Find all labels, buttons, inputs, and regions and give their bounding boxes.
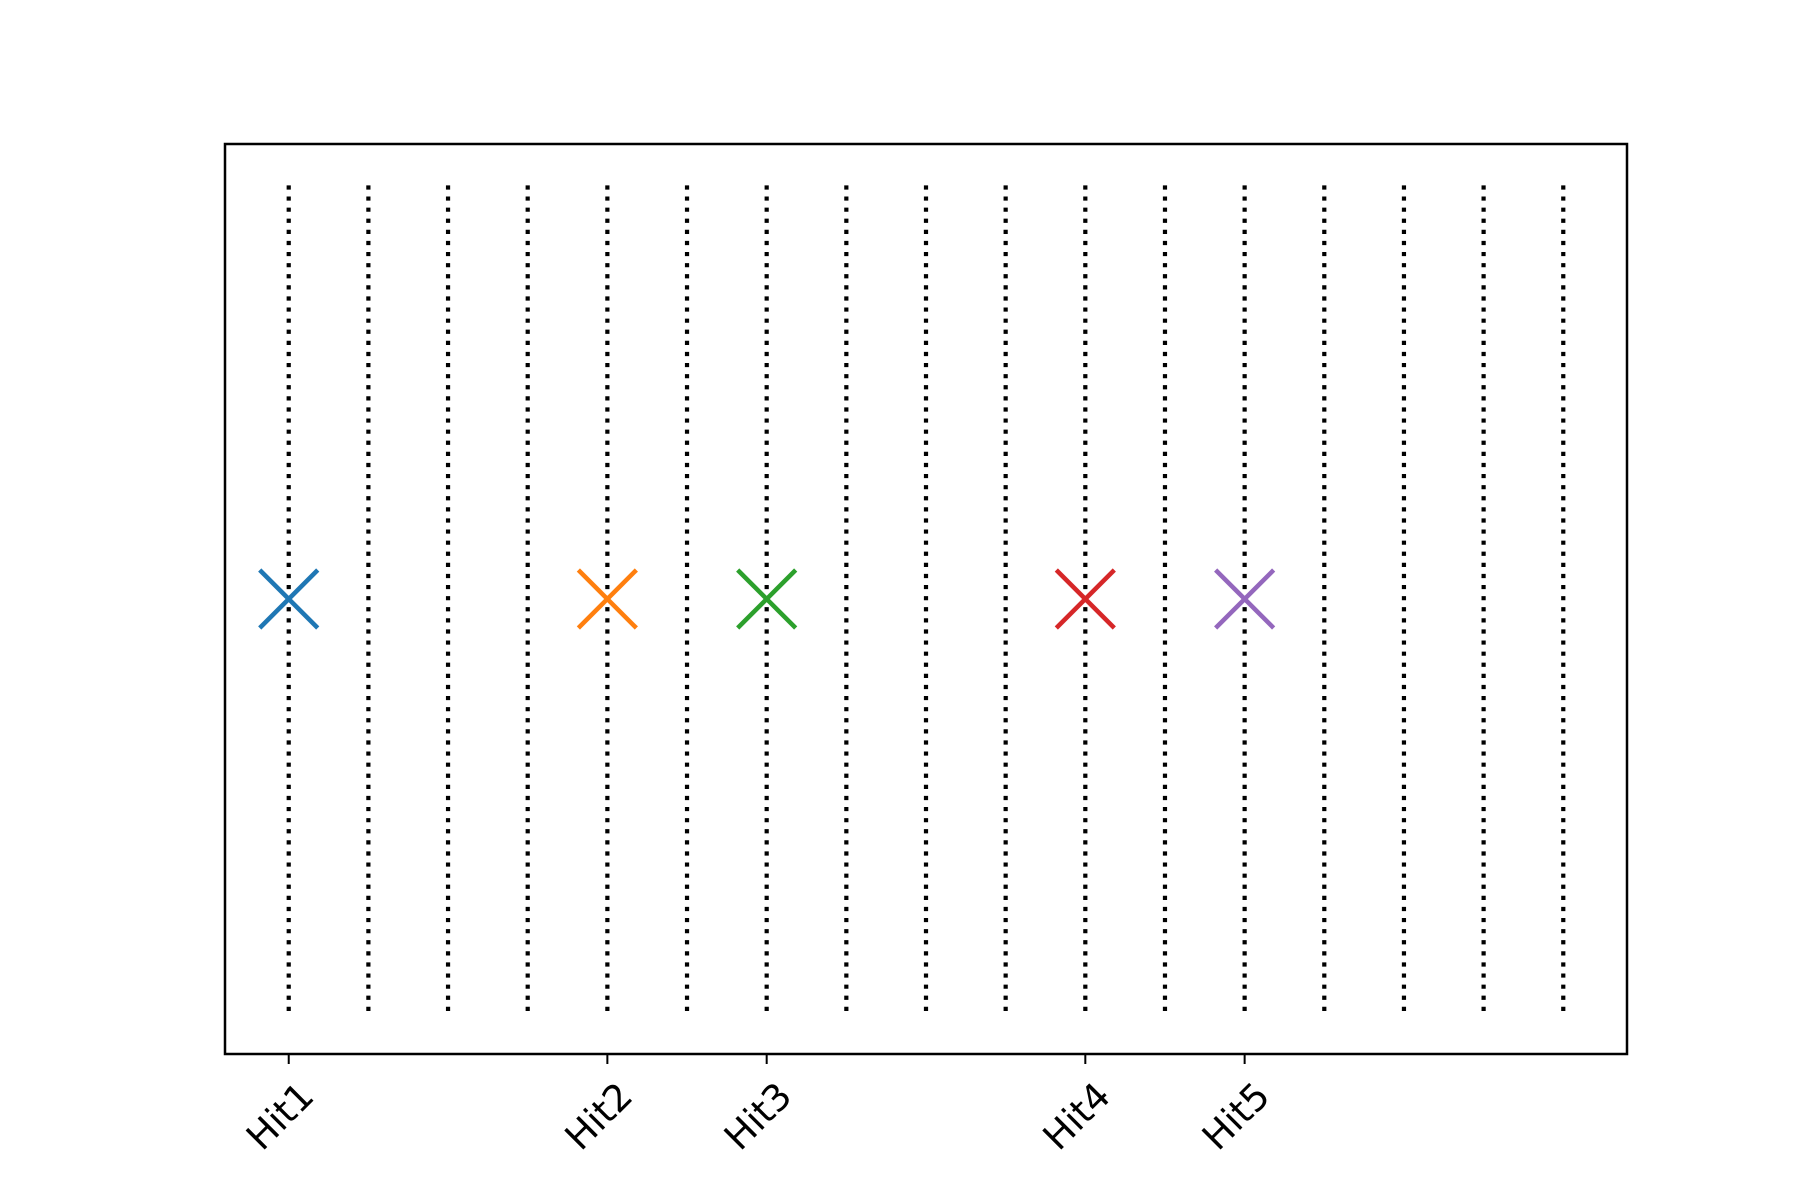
xtick-label-hit5: Hit5 xyxy=(1194,1074,1278,1158)
xtick-layer: Hit1 Hit2 Hit3 Hit4 Hit5 xyxy=(238,1054,1278,1158)
xtick-label-hit3: Hit3 xyxy=(716,1074,800,1158)
markers-layer xyxy=(258,568,1276,630)
marker-hit5 xyxy=(1214,568,1276,630)
marker-hit2 xyxy=(576,568,638,630)
vlines-layer xyxy=(286,185,1566,1013)
marker-stroke xyxy=(736,568,798,630)
xtick-label-hit1: Hit1 xyxy=(238,1074,322,1158)
xtick-label-hit4: Hit4 xyxy=(1035,1074,1119,1158)
axes-frame xyxy=(223,142,1629,1056)
xtick-label-hit2: Hit2 xyxy=(557,1074,641,1158)
marker-stroke xyxy=(1054,568,1116,630)
marker-hit1 xyxy=(258,568,320,630)
marker-hit3 xyxy=(736,568,798,630)
marker-stroke xyxy=(1214,568,1276,630)
marker-hit4 xyxy=(1054,568,1116,630)
marker-stroke xyxy=(258,568,320,630)
marker-stroke xyxy=(576,568,638,630)
